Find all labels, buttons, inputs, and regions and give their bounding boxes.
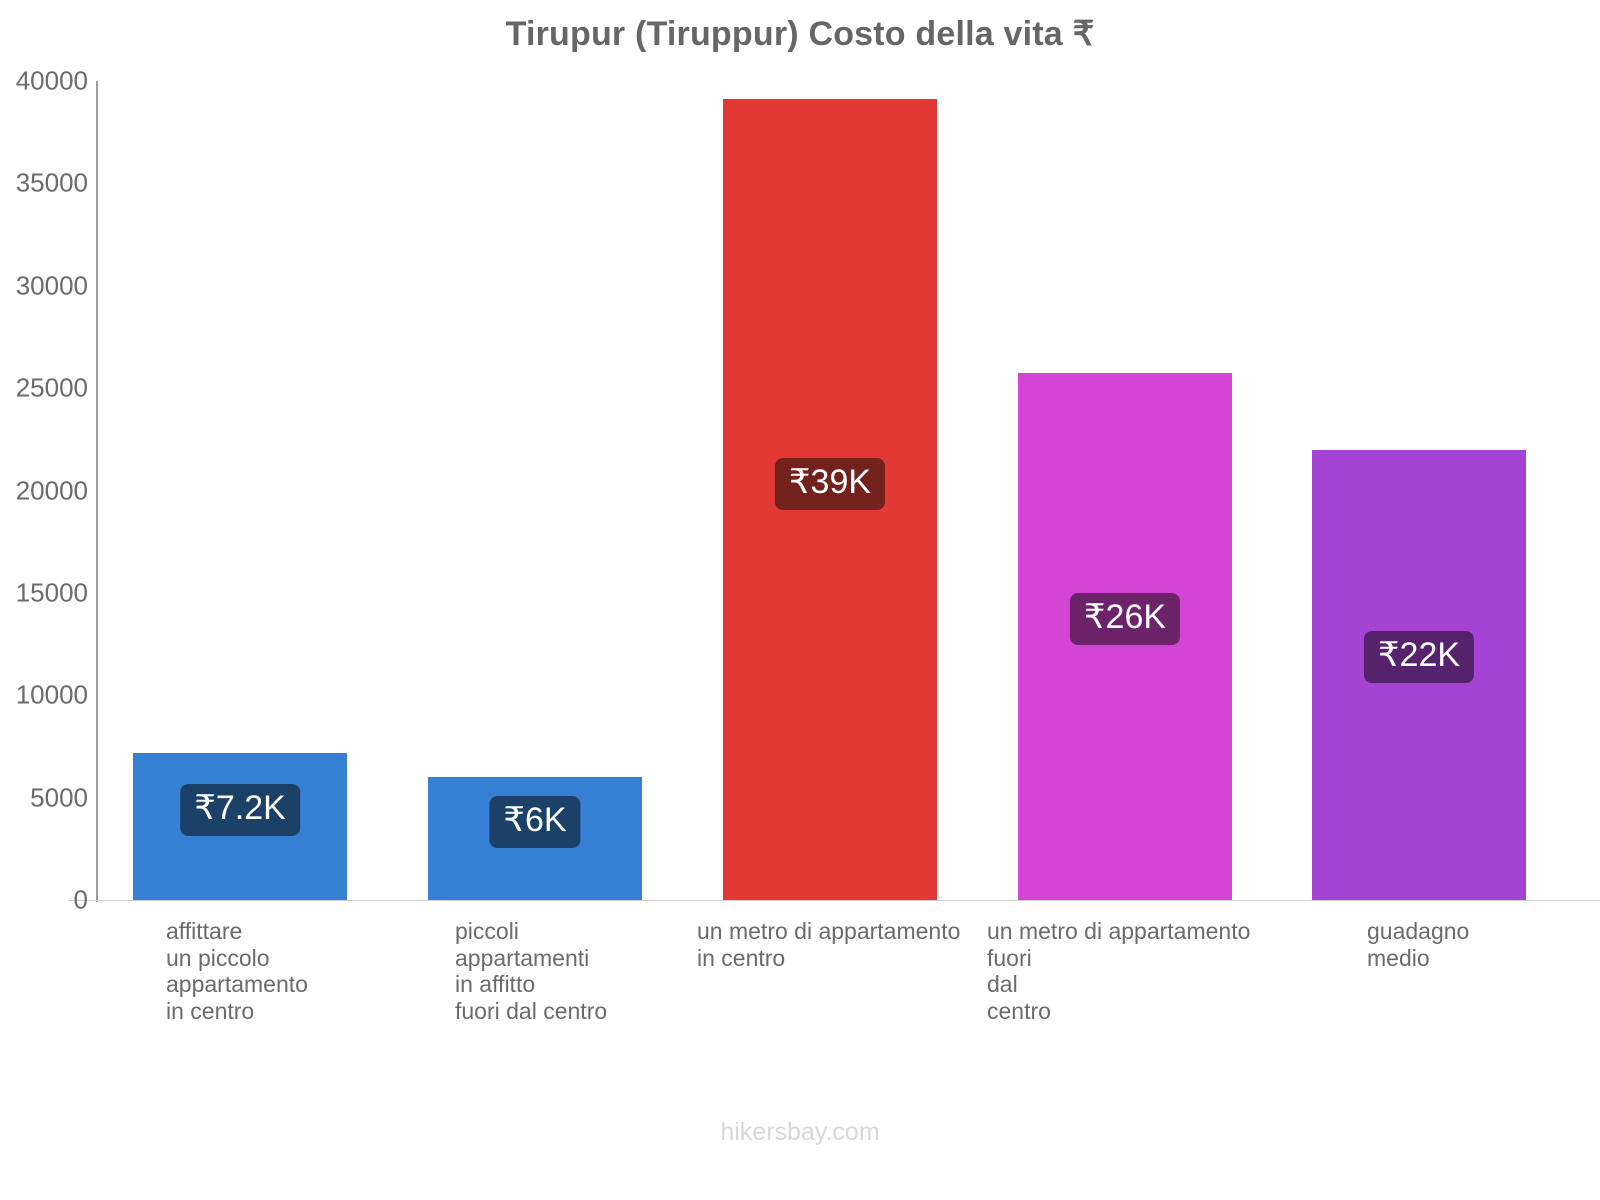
category-label-line: in centro — [697, 944, 786, 971]
category-label-line: medio — [1367, 944, 1430, 971]
category-label: un metro di appartamento fuori dal centro — [987, 918, 1250, 1024]
category-label-line: centro — [987, 997, 1051, 1024]
y-axis-line — [96, 81, 98, 902]
y-tick-label: 5000 — [30, 782, 88, 813]
category-label-line: dal — [987, 971, 1018, 997]
x-axis-line — [68, 900, 1600, 901]
bar-value-label: ₹39K — [774, 458, 886, 510]
category-label: guadagno medio — [1367, 918, 1469, 971]
bar[interactable]: ₹7.2K — [133, 752, 347, 900]
y-tick-label: 10000 — [15, 679, 88, 710]
category-label-line: fuori — [987, 944, 1032, 971]
x-axis-category-labels: affittare un piccolo appartamento in centro… — [0, 918, 1600, 1098]
bar-value-label: ₹26K — [1069, 593, 1181, 645]
category-label: un metro di appartamento in centro — [697, 918, 960, 971]
category-label-line: appartamenti — [455, 944, 590, 971]
category-label-line: fuori dal centro — [455, 997, 608, 1024]
y-axis-ticks: 0 5000 10000 15000 20000 25000 30000 35000 40000 — [0, 66, 88, 915]
y-tick-label: 40000 — [15, 65, 88, 96]
category-label-line: in affitto — [455, 971, 536, 997]
y-tick-label: 25000 — [15, 372, 88, 403]
bar-series: ₹7.2K ₹6K ₹39K ₹26K ₹22K — [133, 99, 1526, 900]
y-tick-label: 15000 — [15, 577, 88, 608]
watermark-hikersbay: hikersbay.com — [720, 1118, 880, 1146]
category-label-line: in centro — [166, 997, 255, 1024]
y-tick-label: 20000 — [15, 475, 88, 505]
y-tick-label: 30000 — [15, 270, 88, 301]
bar-value-label: ₹6K — [489, 796, 581, 848]
category-label-line: un metro di appartamento — [697, 918, 961, 944]
bar-value-label: ₹7.2K — [180, 784, 300, 836]
bar[interactable]: ₹6K — [428, 777, 642, 900]
bar-value-label: ₹22K — [1363, 631, 1475, 683]
category-label-line: guadagno — [1367, 918, 1470, 944]
bar[interactable]: ₹22K — [1312, 449, 1526, 900]
category-label: piccoli appartamenti in affitto fuori dal c… — [455, 918, 607, 1024]
category-label: affittare un piccolo appartamento in centro — [166, 918, 308, 1024]
chart-title: Tirupur (Tiruppur) Costo della vita ₹ — [505, 15, 1095, 53]
y-tick-label: 0 — [73, 884, 88, 915]
category-label-line: piccoli — [455, 918, 519, 944]
category-label-line: un piccolo — [166, 944, 270, 971]
y-tick-label: 35000 — [15, 167, 88, 198]
bar[interactable]: ₹39K — [723, 99, 937, 900]
category-label-line: un metro di appartamento — [987, 918, 1251, 944]
category-label-line: appartamento — [166, 971, 308, 997]
bar[interactable]: ₹26K — [1018, 372, 1232, 900]
category-label-line: affittare — [166, 918, 243, 944]
